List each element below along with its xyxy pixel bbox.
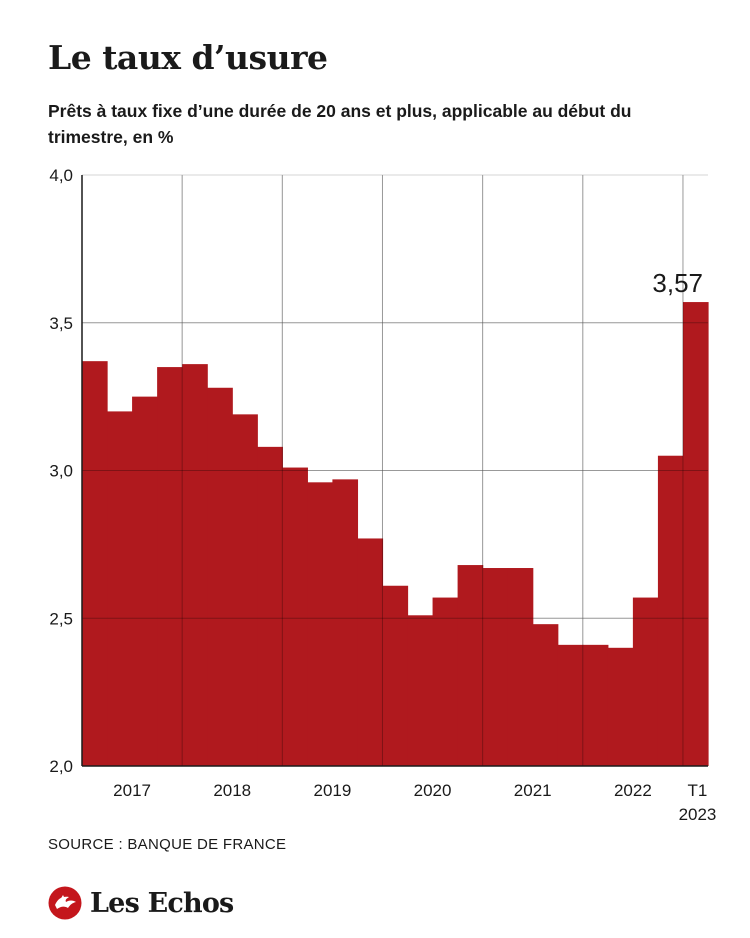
- bar: [432, 597, 459, 766]
- bar: [332, 479, 359, 766]
- x-tick-label: 2020: [414, 781, 452, 800]
- bar: [157, 367, 183, 766]
- x-tick-label-last-quarter: T1: [688, 781, 708, 800]
- bar: [657, 455, 684, 766]
- bar: [232, 414, 258, 766]
- x-tick-label: 2018: [213, 781, 251, 800]
- bar-chart: 2,0 2,5 3,0 3,5 4,0 2017 2018 2019 2020 2021 2022 T…: [49, 166, 717, 824]
- y-tick-label: 2,5: [49, 609, 73, 628]
- x-tick-label: 2017: [113, 781, 151, 800]
- bar: [307, 482, 333, 766]
- bar: [532, 624, 559, 766]
- bar: [382, 585, 409, 766]
- chart-title: Le taux d’usure: [48, 38, 328, 77]
- y-tick-label: 2,0: [49, 757, 73, 776]
- bar: [632, 597, 659, 766]
- x-tick-label: 2019: [313, 781, 351, 800]
- bar: [407, 615, 434, 766]
- bar: [482, 568, 509, 766]
- data-label-last-value: 3,57: [652, 268, 703, 298]
- bar: [107, 411, 133, 766]
- brand-name: Les Echos: [90, 887, 234, 919]
- bar: [557, 644, 584, 766]
- bar: [582, 644, 609, 766]
- x-tick-label: 2021: [514, 781, 552, 800]
- bar: [507, 568, 534, 766]
- les-echos-emblem-icon: [48, 886, 82, 920]
- bar: [357, 538, 384, 766]
- x-tick-label: 2022: [614, 781, 652, 800]
- bar: [257, 446, 283, 766]
- bar: [607, 647, 634, 766]
- chart-subtitle: Prêts à taux fixe d’une durée de 20 ans …: [48, 101, 632, 147]
- bar: [682, 302, 709, 766]
- bar: [82, 361, 108, 766]
- brand-logo: Les Echos: [48, 886, 234, 920]
- bar: [282, 467, 308, 766]
- bar: [132, 396, 158, 766]
- source-note: SOURCE : BANQUE DE FRANCE: [48, 836, 287, 853]
- y-tick-label: 3,0: [49, 462, 73, 481]
- y-tick-label: 3,5: [49, 314, 73, 333]
- x-tick-label-last-year: 2023: [679, 805, 717, 824]
- bar: [182, 364, 208, 766]
- y-tick-label: 4,0: [49, 166, 73, 185]
- bar: [207, 387, 233, 766]
- bar: [457, 565, 484, 766]
